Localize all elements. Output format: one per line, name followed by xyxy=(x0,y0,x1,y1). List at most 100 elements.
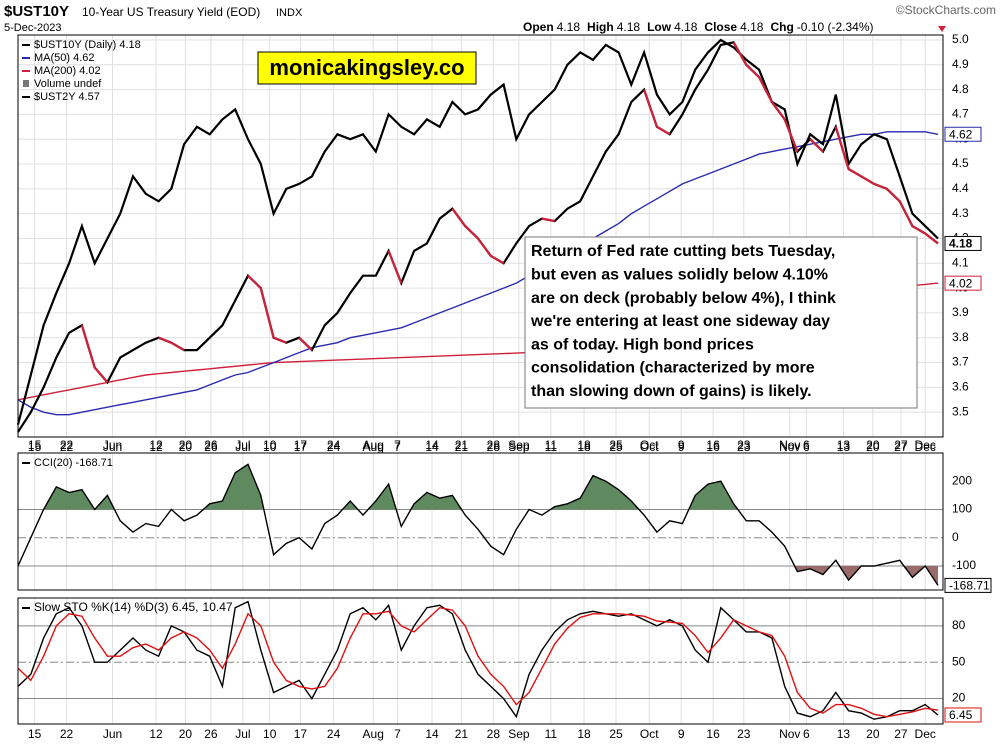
x-tick-label: 15 xyxy=(28,438,42,452)
legend-entry: $UST10Y (Daily) 4.18 xyxy=(34,39,141,51)
x-tick-label: 15 xyxy=(28,727,42,741)
x-tick-label: Jul xyxy=(235,438,250,452)
x-tick-label: 28 xyxy=(487,727,501,741)
quote-label: Low xyxy=(647,20,672,34)
down-segment xyxy=(732,41,748,66)
x-tick-label: Jun xyxy=(103,438,122,452)
x-tick-label: 22 xyxy=(60,440,74,454)
x-tick-label: 24 xyxy=(327,727,341,741)
annotation-line: Return of Fed rate cutting bets Tuesday, xyxy=(531,243,835,260)
down-segment xyxy=(170,341,185,352)
x-tick-label: 28 xyxy=(487,440,501,454)
exchange: INDX xyxy=(276,7,303,19)
x-tick-label: 7 xyxy=(394,438,401,452)
value-badge xyxy=(944,577,992,593)
value-badge-label: 4.62 xyxy=(949,127,973,141)
x-tick-label: Sep xyxy=(508,438,530,452)
series-line xyxy=(16,38,939,425)
quote-label: Close xyxy=(704,20,737,34)
panel-border xyxy=(17,452,944,591)
x-tick-label: 22 xyxy=(60,727,74,741)
annotation-line: but even as values solidly below 4.10% xyxy=(531,267,828,284)
x-tick-label: 17 xyxy=(294,440,308,454)
legend-entry: MA(200) 4.02 xyxy=(34,65,101,77)
x-tick-label: 21 xyxy=(455,440,469,454)
legend-entry: Volume undef xyxy=(34,78,102,90)
down-segment xyxy=(745,63,760,78)
x-tick-label: Oct xyxy=(640,438,659,452)
x-tick-label: 11 xyxy=(545,438,558,452)
y-tick-label: 0 xyxy=(952,530,959,544)
value-badge xyxy=(944,275,982,291)
y-tick-label: 3.7 xyxy=(952,355,969,369)
y-tick-label: 4.4 xyxy=(952,181,969,195)
value-badge xyxy=(944,235,982,251)
y-tick-label: 4.7 xyxy=(952,107,969,121)
value-badge xyxy=(944,126,982,142)
x-tick-label: Dec xyxy=(915,438,936,452)
x-tick-label: 14 xyxy=(425,438,439,452)
legend-entry: 10.47 xyxy=(203,600,233,614)
down-segment xyxy=(860,175,875,185)
y-tick-label: 3.9 xyxy=(952,305,969,319)
y-tick-label: 100 xyxy=(952,502,972,516)
down-segment xyxy=(886,188,901,203)
x-tick-label: 25 xyxy=(609,727,623,741)
x-tick-label: 13 xyxy=(837,440,851,454)
x-tick-label: Sep xyxy=(508,440,530,454)
legend-entry: $UST2Y 4.57 xyxy=(34,91,100,103)
x-tick-label: 26 xyxy=(204,727,218,741)
series-line xyxy=(17,600,939,720)
x-tick-label: Nov xyxy=(779,727,800,741)
down-segment xyxy=(834,126,850,170)
legend-entry: Slow STO %K(14) %D(3) 6.45, xyxy=(34,600,199,614)
y-tick-label: 20 xyxy=(952,691,966,705)
quote-value: 4.18 xyxy=(617,20,641,34)
x-tick-label: Jun xyxy=(103,440,122,454)
panel-border xyxy=(17,597,944,725)
down-segment xyxy=(80,325,96,368)
x-tick-label: 12 xyxy=(149,727,163,741)
y-tick-label: 3.6 xyxy=(952,380,969,394)
cci-fill-above xyxy=(43,464,738,510)
down-segment xyxy=(298,336,313,351)
watermark: monicakingsley.co xyxy=(269,55,464,80)
x-tick-label: 24 xyxy=(327,438,341,452)
x-tick-label: 21 xyxy=(455,438,469,452)
quote-label: Open xyxy=(523,20,554,34)
quote-label: Chg xyxy=(770,20,793,34)
down-segment xyxy=(643,89,658,128)
x-tick-label: 22 xyxy=(60,438,74,452)
x-tick-label: 20 xyxy=(179,440,193,454)
credit: ©StockCharts.com xyxy=(896,3,996,17)
x-tick-label: 10 xyxy=(263,727,277,741)
down-segment xyxy=(783,118,799,153)
down-segment xyxy=(656,125,671,136)
instrument-name: 10-Year US Treasury Yield (EOD) xyxy=(82,5,260,19)
x-tick-label: 20 xyxy=(866,440,880,454)
x-tick-label: 16 xyxy=(706,440,720,454)
y-tick-label: 5.0 xyxy=(952,32,969,46)
x-tick-label: 20 xyxy=(179,438,193,452)
x-tick-label: 21 xyxy=(455,727,469,741)
x-tick-label: 11 xyxy=(545,440,558,454)
x-tick-label: 10 xyxy=(263,440,277,454)
x-tick-label: 16 xyxy=(706,438,720,452)
down-segment xyxy=(464,225,479,240)
y-tick-label: 3.8 xyxy=(952,330,969,344)
x-tick-label: 7 xyxy=(394,727,401,741)
down-segment xyxy=(873,182,888,190)
x-tick-label: Oct xyxy=(640,440,659,454)
x-tick-label: 27 xyxy=(894,440,908,454)
x-tick-label: 16 xyxy=(706,727,720,741)
y-tick-label: 80 xyxy=(952,618,966,632)
panel-frame xyxy=(18,453,943,590)
value-badge xyxy=(944,707,982,723)
x-tick-label: 13 xyxy=(837,438,851,452)
x-tick-label: 14 xyxy=(425,440,439,454)
x-tick-label: 13 xyxy=(837,727,851,741)
x-tick-label: 18 xyxy=(577,727,591,741)
x-tick-label: 20 xyxy=(866,438,880,452)
x-tick-label: 15 xyxy=(28,440,42,454)
x-tick-label: Dec xyxy=(915,440,936,454)
